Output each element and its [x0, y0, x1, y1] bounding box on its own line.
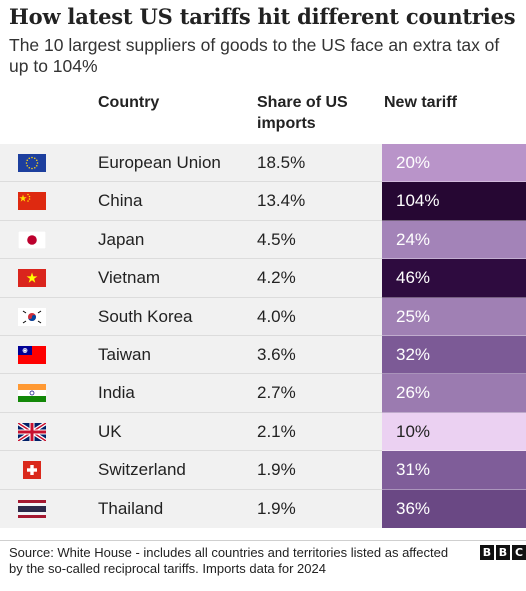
tariff-divider: [382, 411, 526, 413]
row-divider: [0, 181, 382, 183]
table-row: Taiwan 3.6% 32%: [0, 336, 526, 375]
column-header-country: Country: [98, 94, 160, 111]
country-name: Japan: [98, 229, 145, 249]
table-row: South Korea 4.0% 25%: [0, 297, 526, 336]
thailand-flag-icon: [18, 499, 46, 518]
import-share-value: 2.7%: [257, 383, 296, 403]
country-name: Vietnam: [98, 268, 161, 288]
uk-flag-icon: [16, 421, 48, 443]
import-share-value: 2.1%: [257, 421, 296, 441]
japan-flag-icon: [17, 230, 47, 250]
tariff-cell: 46%: [382, 259, 526, 298]
table-row: European Union 18.5% 20%: [0, 144, 526, 183]
bbc-logo-letter: C: [512, 545, 526, 560]
table-row: Switzerland 1.9% 31%: [0, 451, 526, 490]
table-row: India 2.7% 26%: [0, 374, 526, 413]
tariff-cell: 32%: [382, 336, 526, 375]
tariff-table: European Union 18.5% 20% China 13.4% 104% Japa…: [0, 144, 526, 528]
country-name: China: [98, 191, 143, 211]
row-divider: [0, 258, 382, 260]
row-divider: [0, 450, 382, 452]
country-name: South Korea: [98, 306, 193, 326]
switzerland-flag-icon: [18, 461, 46, 480]
eu-flag-icon: [18, 154, 46, 172]
country-name: European Union: [98, 153, 221, 172]
import-share-value: 4.0%: [257, 306, 296, 326]
tariff-cell: 26%: [382, 374, 526, 413]
tariff-divider: [382, 334, 526, 336]
import-share-value: 3.6%: [257, 345, 296, 364]
china-flag-icon: [18, 192, 46, 211]
tariff-cell: 31%: [382, 451, 526, 490]
tariff-cell: 36%: [382, 489, 526, 528]
row-divider: [0, 334, 382, 336]
tariff-divider: [382, 258, 526, 260]
tariff-divider: [382, 488, 526, 490]
footer-divider: [0, 540, 526, 541]
table-row: Japan 4.5% 24%: [0, 220, 526, 260]
country-name: Taiwan: [98, 345, 151, 364]
tariff-divider: [382, 450, 526, 452]
import-share-value: 13.4%: [257, 191, 306, 211]
tariff-divider: [382, 181, 526, 183]
column-header-tariff: New tariff: [384, 94, 457, 111]
source-note: Source: White House - includes all count…: [9, 545, 449, 576]
table-row: Vietnam 4.2% 46%: [0, 259, 526, 298]
tariff-cell: 10%: [382, 412, 526, 452]
country-name: India: [98, 383, 135, 403]
tariff-cell: 20%: [382, 144, 526, 183]
tariff-cell: 104%: [382, 182, 526, 221]
chart-title: How latest US tariffs hit different coun…: [9, 4, 516, 29]
bbc-logo-letter: B: [496, 545, 510, 560]
tariff-divider: [382, 296, 526, 298]
bbc-logo: B B C: [480, 545, 526, 560]
country-name: UK: [98, 421, 122, 441]
row-divider: [0, 219, 382, 221]
chart-subtitle: The 10 largest suppliers of goods to the…: [9, 35, 500, 76]
row-divider: [0, 411, 382, 413]
row-divider: [0, 296, 382, 298]
bbc-logo-letter: B: [480, 545, 494, 560]
table-row: UK 2.1% 10%: [0, 412, 526, 452]
india-flag-icon: [18, 384, 46, 403]
tariff-cell: 24%: [382, 220, 526, 260]
taiwan-flag-icon: [18, 346, 46, 364]
tariff-divider: [382, 219, 526, 221]
table-row: Thailand 1.9% 36%: [0, 489, 526, 528]
tariff-divider: [382, 373, 526, 375]
column-header-share: Share of US imports: [257, 94, 348, 132]
import-share-value: 1.9%: [257, 498, 296, 518]
import-share-value: 4.5%: [257, 229, 296, 249]
import-share-value: 18.5%: [257, 153, 306, 172]
import-share-value: 1.9%: [257, 460, 296, 480]
import-share-value: 4.2%: [257, 268, 296, 288]
row-divider: [0, 488, 382, 490]
country-name: Switzerland: [98, 460, 186, 480]
row-divider: [0, 373, 382, 375]
south-korea-flag-icon: [18, 307, 46, 326]
table-row: China 13.4% 104%: [0, 182, 526, 221]
tariff-cell: 25%: [382, 297, 526, 336]
vietnam-flag-icon: [18, 269, 46, 288]
country-name: Thailand: [98, 498, 164, 518]
